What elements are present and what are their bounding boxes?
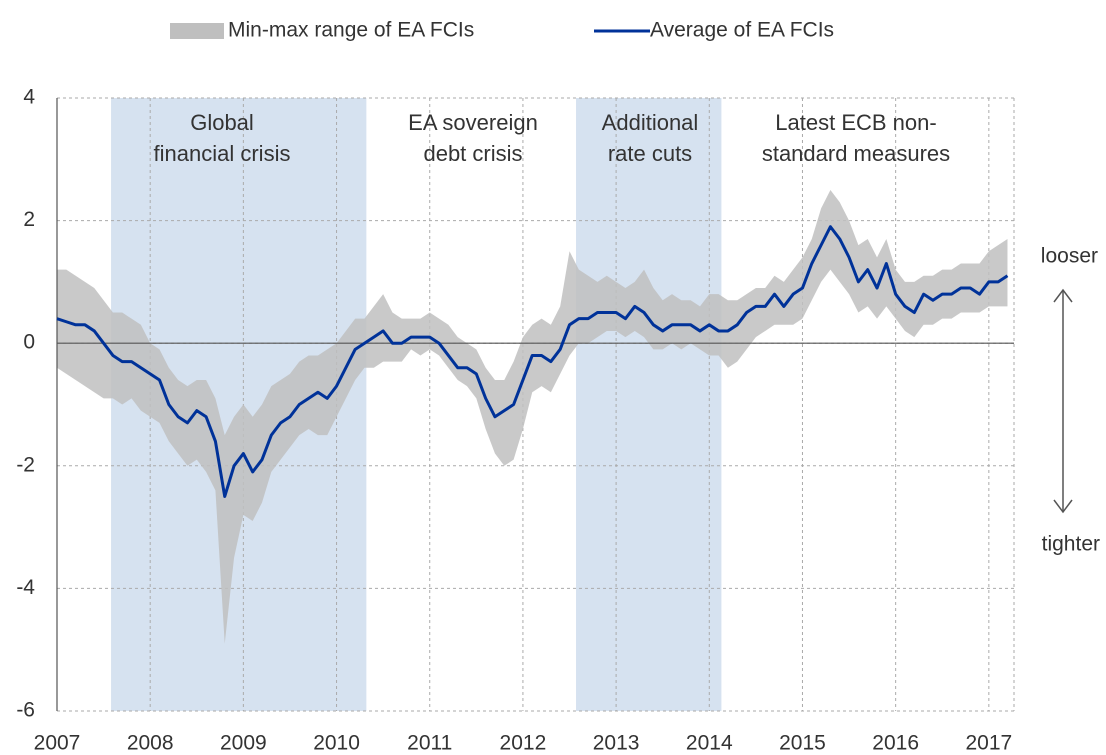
x-tick-label: 2013: [593, 732, 640, 755]
y-tick-label: 2: [23, 208, 35, 231]
y-tick-label: -6: [16, 699, 35, 722]
legend-label: Min-max range of EA FCIs: [228, 19, 474, 42]
annotation: debt crisis: [423, 141, 522, 166]
legend-swatch: [170, 23, 224, 39]
y-tick-label: 0: [23, 331, 35, 354]
x-tick-label: 2012: [500, 732, 547, 755]
x-tick-label: 2017: [965, 732, 1012, 755]
average-line: [56, 225, 1009, 498]
annotation: Global: [190, 110, 254, 135]
x-tick-label: 2007: [34, 732, 81, 755]
x-tick-label: 2009: [220, 732, 267, 755]
annotation: financial crisis: [154, 141, 291, 166]
x-tick-label: 2011: [407, 732, 452, 755]
direction-label: tighter: [1042, 533, 1100, 556]
arrow-head: [1053, 288, 1073, 303]
annotation: Additional: [602, 110, 699, 135]
x-tick-label: 2015: [779, 732, 826, 755]
annotation: EA sovereign: [408, 110, 538, 135]
y-tick-label: -4: [16, 576, 35, 599]
x-tick-label: 2008: [127, 732, 174, 755]
annotation: rate cuts: [608, 141, 692, 166]
x-tick-label: 2010: [313, 732, 360, 755]
x-tick-label: 2014: [686, 732, 733, 755]
x-tick-label: 2016: [872, 732, 919, 755]
direction-label: looser: [1041, 245, 1098, 268]
annotation: Latest ECB non-: [775, 110, 936, 135]
shaded-period: [576, 98, 722, 711]
min-max-band: [57, 189, 1008, 644]
arrow-head: [1053, 499, 1073, 514]
y-tick-label: 4: [23, 86, 35, 109]
legend-label: Average of EA FCIs: [650, 19, 834, 42]
annotation: standard measures: [762, 141, 950, 166]
y-tick-label: -2: [16, 453, 35, 476]
